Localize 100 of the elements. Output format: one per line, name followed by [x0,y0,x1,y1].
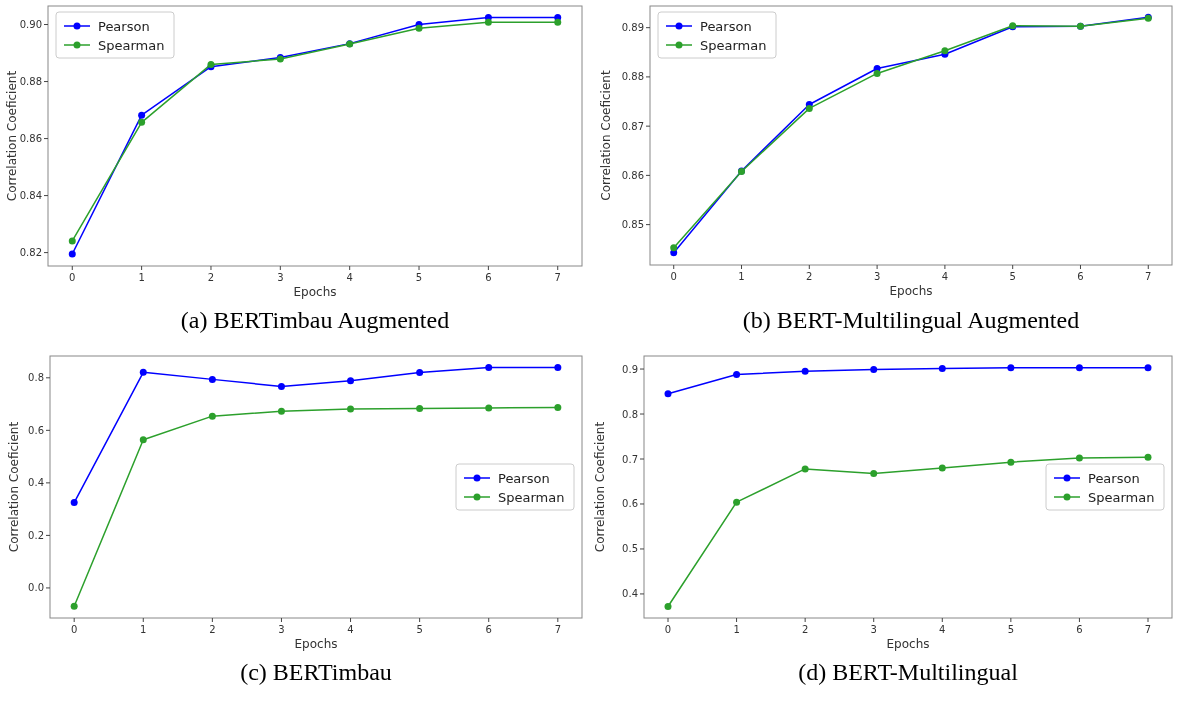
x-tick-label: 4 [941,271,949,282]
x-tick-label: 0 [70,624,78,635]
y-tick-label: 0.0 [28,582,44,594]
x-tick-label: 5 [415,272,423,283]
y-tick-label: 0.5 [622,543,638,555]
point [873,69,881,77]
point [208,375,216,383]
legend-label: Pearson [700,18,752,34]
x-axis-title: Epochs [889,284,933,298]
point [1007,458,1015,466]
y-tick-label: 0.8 [622,408,638,420]
x-tick-label: 0 [670,271,677,282]
point [208,412,216,420]
point [554,18,562,26]
x-tick-label: 3 [278,624,285,635]
x-tick-label: 5 [416,624,423,635]
y-tick-label: 0.82 [19,247,42,259]
point [801,367,809,375]
point [68,250,76,258]
x-tick-label: 6 [1076,624,1083,635]
point [670,244,678,252]
point [347,377,355,385]
point [138,118,146,126]
y-tick-label: 0.87 [621,120,644,132]
x-tick-label: 2 [806,271,813,282]
text: (c) BERTimbau [240,659,392,685]
y-tick-label: 0.88 [621,71,644,83]
y-axis-title: Correlation Coeficient [593,421,607,553]
x-tick-label: 6 [1077,271,1084,282]
y-axis-title: Correlation Coeficient [5,70,19,202]
x-tick-label: 7 [554,272,561,283]
legend-label: Spearman [98,37,165,53]
point [733,370,741,378]
x-axis-title: Epochs [886,637,930,651]
point [938,464,946,472]
point [554,364,562,372]
x-tick-label: 3 [873,271,881,282]
y-tick-label: 0.6 [622,498,638,510]
x-axis-title: Epochs [293,285,337,299]
y-tick-label: 0.6 [28,424,44,436]
x-tick-label: 1 [140,624,147,635]
y-tick-label: 0.4 [28,477,44,489]
legend-label: Pearson [498,470,550,486]
y-axis-title: Correlation Coeficient [599,70,613,201]
point [485,364,493,372]
y-tick-label: 0.9 [622,363,638,375]
point [416,405,424,413]
x-tick-label: 1 [733,624,740,635]
x-tick-label: 2 [209,624,216,635]
point [277,407,285,415]
y-tick-label: 0.86 [19,133,42,145]
x-tick-label: 5 [1007,624,1015,635]
point [277,382,285,390]
x-tick-label: 3 [870,624,877,635]
text: (a) BERTimbau Augmented [180,307,450,333]
point [1144,364,1152,372]
point [1007,364,1015,372]
y-tick-label: 0.4 [622,588,638,600]
text: (b) BERT-Multilingual Augmented [742,307,1080,333]
y-tick-label: 0.85 [621,219,644,231]
x-tick-label: 2 [801,624,809,635]
x-tick-label: 7 [1144,624,1152,635]
point [70,499,78,507]
legend-label: Spearman [498,489,565,505]
point [1075,364,1083,372]
point [68,237,76,245]
x-tick-label: 5 [1009,271,1016,282]
point [938,365,946,373]
point [416,369,424,377]
point [664,603,672,611]
x-tick-label: 0 [664,624,672,635]
x-tick-label: 3 [277,272,284,283]
point [801,465,809,473]
point [870,365,878,373]
y-tick-label: 0.84 [19,190,42,202]
y-tick-label: 0.88 [19,76,42,88]
point [1144,453,1152,461]
x-tick-label: 6 [485,624,492,635]
point [805,104,813,112]
legend-label: Spearman [700,37,767,53]
x-axis-title: Epochs [294,637,338,651]
point [664,390,672,398]
point [139,436,147,444]
x-tick-label: 4 [346,272,353,283]
point [870,469,878,477]
text: (d) BERT-Multilingual [798,659,1019,685]
y-tick-label: 0.2 [28,529,44,541]
point [554,403,562,411]
y-axis-title: Correlation Coeficient [7,421,21,553]
x-tick-label: 4 [347,624,354,635]
x-tick-label: 7 [1145,271,1152,282]
point [733,498,741,506]
x-tick-label: 2 [207,272,215,283]
legend-label: Spearman [1088,489,1155,505]
point [70,602,78,610]
point [1075,454,1083,462]
y-tick-label: 0.8 [28,372,44,384]
x-tick-label: 0 [69,272,76,283]
legend-label: Pearson [1088,470,1140,486]
x-tick-label: 1 [738,271,745,282]
